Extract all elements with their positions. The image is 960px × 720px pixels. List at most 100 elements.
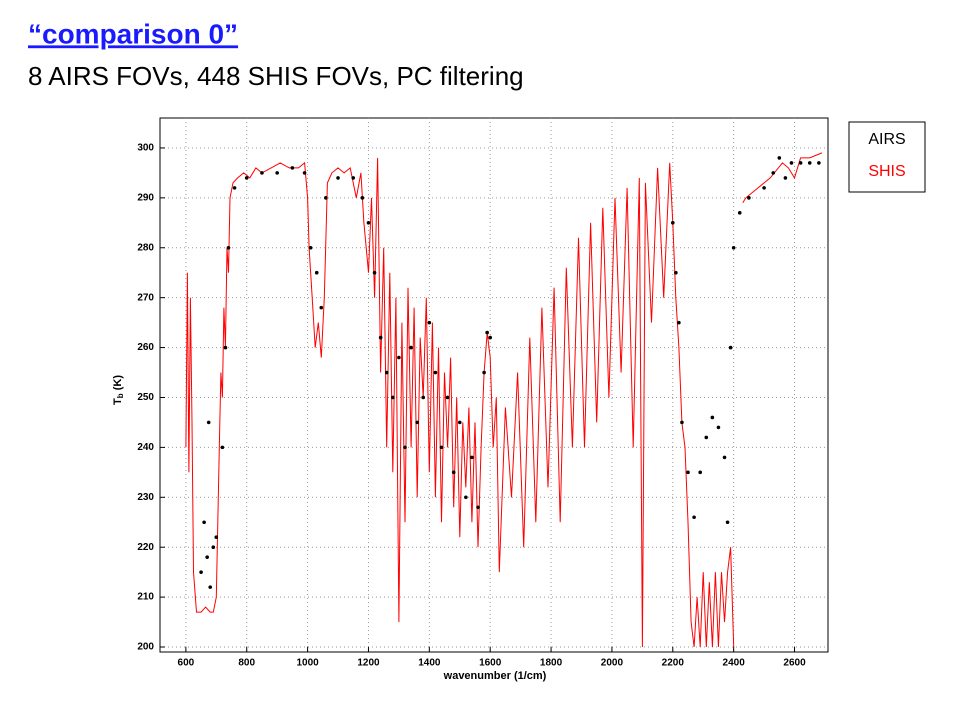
data-point: [777, 156, 782, 160]
data-point: [302, 171, 307, 175]
data-point: [260, 171, 264, 175]
data-point: [771, 171, 776, 175]
data-point: [403, 445, 407, 450]
data-point: [674, 270, 678, 275]
data-point: [737, 211, 742, 215]
data-point: [211, 545, 216, 549]
data-point: [202, 520, 206, 525]
x-tick-label: 1200: [357, 658, 380, 669]
data-point: [445, 395, 450, 400]
data-point: [698, 470, 702, 475]
data-point: [457, 420, 462, 425]
data-point: [319, 305, 324, 310]
x-tick-label: 2400: [723, 658, 746, 669]
y-label-unit: (K): [112, 375, 124, 394]
data-point: [731, 245, 736, 250]
data-point: [351, 176, 356, 180]
y-label: Tb (K): [112, 375, 125, 405]
data-point: [464, 495, 468, 500]
data-point: [223, 345, 228, 350]
x-label: wavenumber (1/cm): [443, 670, 547, 682]
x-tick-label: 2000: [601, 658, 624, 669]
title[interactable]: “comparison 0”: [28, 18, 238, 49]
data-point: [206, 420, 211, 425]
y-tick-label: 230: [137, 492, 154, 503]
data-point: [378, 335, 383, 340]
y-label-main: T: [112, 398, 124, 405]
data-point: [710, 415, 715, 420]
data-point: [205, 555, 209, 559]
legend-entry: AIRS: [868, 131, 905, 148]
data-point: [680, 420, 684, 425]
data-point: [324, 196, 328, 200]
x-tick-label: 800: [238, 658, 255, 669]
data-point: [704, 435, 709, 440]
data-point: [482, 370, 486, 375]
y-label-sub: b: [116, 393, 125, 398]
data-point: [439, 445, 444, 450]
data-point: [686, 470, 690, 475]
y-tick-label: 280: [137, 242, 154, 253]
legend-entry: SHIS: [868, 163, 905, 180]
y-tick-label: 240: [137, 442, 154, 453]
x-tick-label: 600: [178, 658, 195, 669]
data-point: [421, 395, 426, 400]
data-point: [409, 345, 413, 350]
y-tick-label: 210: [137, 592, 154, 603]
data-point: [677, 320, 681, 325]
data-point: [722, 455, 727, 460]
x-tick-label: 1000: [296, 658, 319, 669]
data-point: [220, 445, 225, 450]
data-point: [308, 245, 313, 250]
data-point: [692, 515, 696, 520]
data-point: [725, 520, 730, 525]
y-tick-label: 270: [137, 292, 154, 303]
data-point: [214, 535, 219, 540]
data-point: [747, 196, 751, 200]
plot-frame: [159, 117, 829, 653]
y-tick-label: 290: [137, 192, 154, 203]
data-point: [451, 470, 456, 475]
data-point: [360, 196, 365, 200]
data-point: [384, 370, 389, 375]
y-tick-label: 260: [137, 342, 154, 353]
data-point: [783, 176, 788, 180]
x-tick-label: 1800: [540, 658, 563, 669]
data-point: [275, 171, 279, 175]
x-tick-label: 2200: [662, 658, 685, 669]
data-point: [476, 505, 480, 510]
data-point: [716, 425, 721, 430]
data-point: [817, 161, 821, 165]
data-point: [728, 345, 733, 350]
spectrum-line: [185, 152, 823, 648]
data-point: [366, 221, 371, 225]
data-point: [372, 270, 377, 275]
data-point: [670, 221, 675, 225]
subtitle: 8 AIRS FOVs, 448 SHIS FOVs, PC filtering: [28, 61, 524, 91]
x-tick-label: 1400: [418, 658, 441, 669]
data-point: [798, 161, 803, 165]
data-point: [244, 176, 249, 180]
data-point: [226, 245, 231, 250]
data-point: [789, 161, 794, 165]
data-point: [391, 395, 395, 400]
data-point: [427, 320, 432, 325]
y-tick-label: 200: [137, 642, 154, 653]
data-point: [488, 335, 492, 340]
data-point: [314, 270, 319, 275]
x-tick-label: 1600: [479, 658, 502, 669]
data-point: [397, 355, 401, 360]
data-point: [762, 186, 766, 190]
x-tick-label: 2600: [783, 658, 806, 669]
data-point: [199, 570, 203, 574]
data-point: [415, 420, 419, 425]
data-point: [433, 370, 438, 375]
data-point: [807, 161, 812, 165]
data-point: [290, 166, 295, 170]
data-point: [232, 186, 237, 190]
y-tick-label: 250: [137, 392, 154, 403]
data-point: [336, 176, 340, 180]
data-point: [470, 455, 474, 460]
